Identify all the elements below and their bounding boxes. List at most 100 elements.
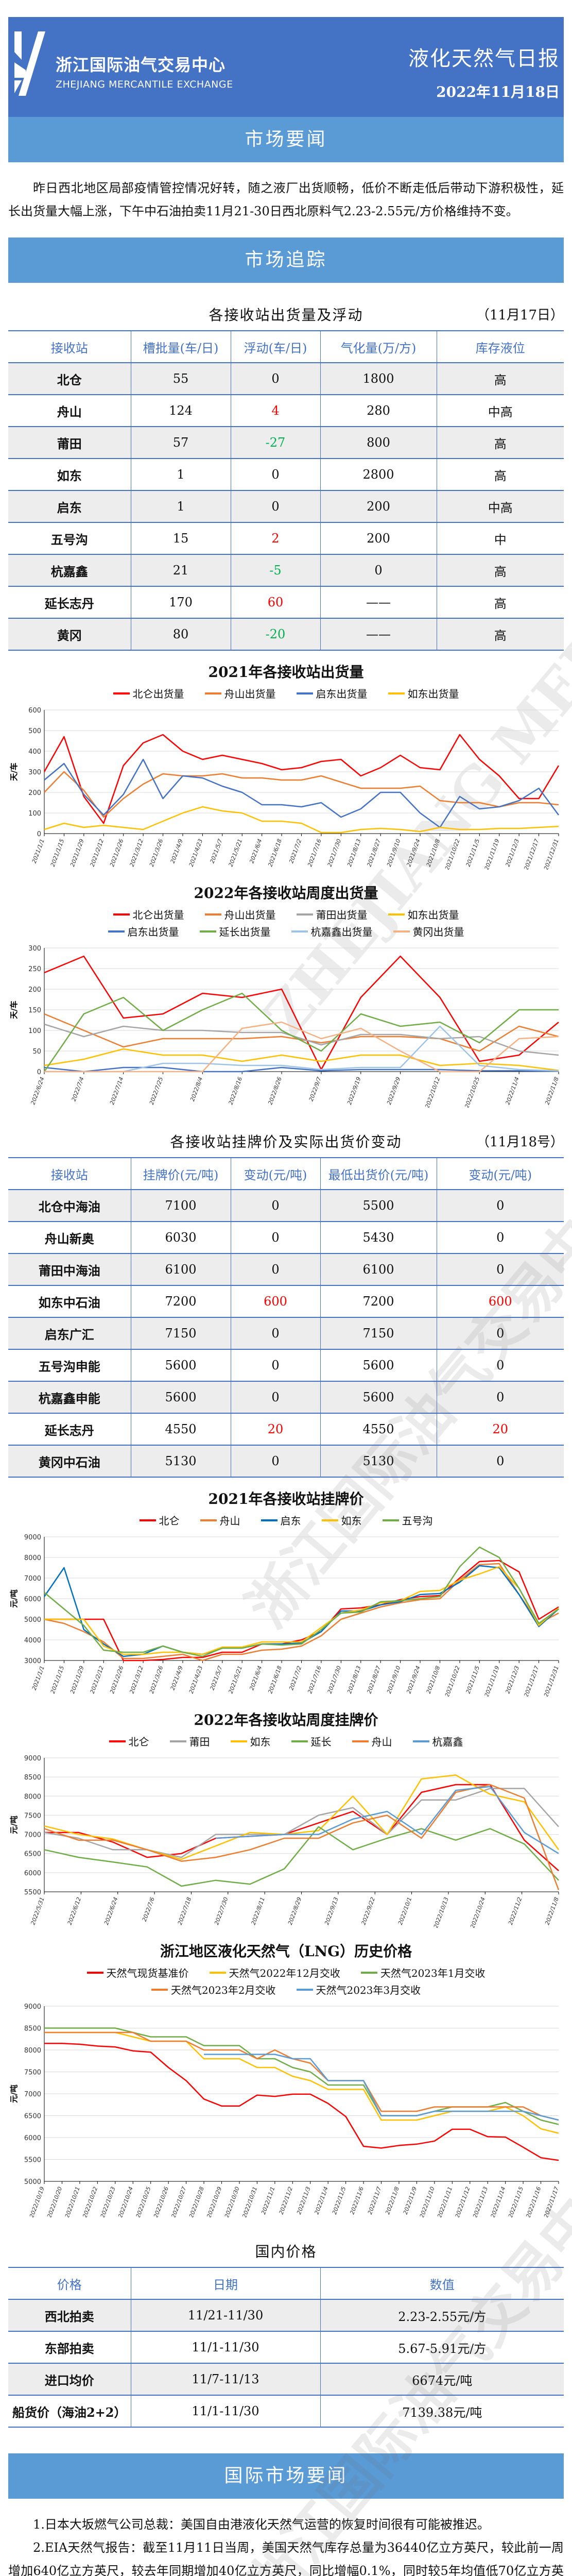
- legend-item: 天然气2023年3月交收: [296, 1982, 421, 1997]
- lowest-price: 5130: [320, 1445, 437, 1478]
- price-table-title: 各接收站挂牌价及实际出货价变动 （11月18号）: [8, 1130, 564, 1154]
- inventory-level: 高: [436, 586, 564, 619]
- legend-swatch-icon: [199, 930, 216, 933]
- svg-text:2022/10/27: 2022/10/27: [170, 2186, 188, 2217]
- table-row: 西北拍卖 11/21-11/30 2.23-2.55元/方: [8, 2299, 564, 2332]
- svg-text:2021/12/3: 2021/12/3: [504, 1665, 521, 1694]
- svg-text:2021/4/23: 2021/4/23: [188, 1665, 204, 1694]
- chart-title: 浙江地区液化天然气（LNG）历史价格: [160, 1943, 412, 1960]
- intl-news-item: 2.EIA天然气报告：截至11月11日当周，美国天然气库存总量为36440亿立方…: [8, 2540, 564, 2576]
- listing-change: 0: [230, 1317, 320, 1350]
- batch-count: 124: [130, 395, 231, 427]
- legend-swatch-icon: [296, 1988, 313, 1991]
- table-row: 五号沟申能 5600 0 5600 0: [8, 1349, 564, 1382]
- lowest-price: 4550: [320, 1413, 437, 1446]
- station-name: 五号沟: [8, 522, 131, 555]
- listing-price: 6030: [130, 1222, 231, 1254]
- svg-text:2022/11/12: 2022/11/12: [454, 2186, 472, 2217]
- legend-swatch-icon: [151, 1988, 168, 1991]
- svg-text:2021/2/12: 2021/2/12: [89, 838, 106, 868]
- legend-item: 北仑出货量: [113, 907, 184, 922]
- lowest-change: 20: [436, 1413, 564, 1446]
- table-row: 延长志丹 170 60 —— 高: [8, 586, 564, 619]
- exchange-logo-icon: [14, 31, 45, 96]
- legend-swatch-icon: [291, 930, 308, 933]
- table-row: 东部拍卖 11/1-11/30 5.67-5.91元/方: [8, 2331, 564, 2364]
- legend-label: 天然气2023年1月交收: [380, 1967, 486, 1979]
- svg-text:2021/1/1: 2021/1/1: [31, 1665, 46, 1691]
- svg-text:2021/8/13: 2021/8/13: [346, 838, 362, 868]
- batch-count: 80: [130, 618, 231, 651]
- inventory-level: 中高: [436, 395, 564, 427]
- inventory-level: 高: [436, 554, 564, 587]
- station-name: 舟山: [8, 395, 131, 427]
- legend-label: 天然气2022年12月交收: [229, 1967, 340, 1979]
- report-header: 浙江国际油气交易中心 ZHEJIANG MERCANTILE EXCHANGE …: [8, 17, 564, 117]
- price-name: 东部拍卖: [8, 2331, 131, 2364]
- inventory-level: 高: [436, 427, 564, 459]
- listing-change: 0: [230, 1445, 320, 1478]
- station-name: 北仓中海油: [8, 1190, 131, 1222]
- svg-text:2021/2/12: 2021/2/12: [89, 1665, 106, 1694]
- svg-text:2022/11/10: 2022/11/10: [419, 2186, 436, 2217]
- svg-text:2022/6/24: 2022/6/24: [29, 1076, 46, 1106]
- svg-text:2022/11/8: 2022/11/8: [544, 1076, 560, 1106]
- svg-text:2022/11/9: 2022/11/9: [402, 2186, 419, 2215]
- svg-text:2022/10/13: 2022/10/13: [432, 1896, 450, 1928]
- gasification: ——: [320, 618, 437, 651]
- legend-swatch-icon: [412, 1740, 429, 1742]
- svg-text:2021/6/18: 2021/6/18: [267, 838, 283, 868]
- svg-text:2022/9/13: 2022/9/13: [323, 1896, 340, 1926]
- svg-text:3000: 3000: [24, 1657, 41, 1665]
- lowest-price: 5430: [320, 1222, 437, 1254]
- batch-change: -5: [230, 554, 320, 587]
- svg-text:2021/3/26: 2021/3/26: [148, 838, 165, 868]
- svg-text:2021/1/1: 2021/1/1: [31, 838, 46, 865]
- batch-change: 2: [230, 522, 320, 555]
- svg-text:8000: 8000: [24, 1793, 41, 1801]
- gasification: 0: [320, 554, 437, 587]
- chart-plot: 0 50 100 150 200 250 300 天/车 2022/6/24 2022/7/4 20…: [9, 945, 560, 1109]
- chart-legend: 北仑 舟山 启东 如东 五号沟: [8, 1513, 564, 1528]
- svg-text:2021/10/8: 2021/10/8: [425, 838, 442, 868]
- svg-text:2021/8/13: 2021/8/13: [346, 1665, 362, 1694]
- station-name: 启东广汇: [8, 1317, 131, 1350]
- svg-text:8000: 8000: [24, 1554, 41, 1562]
- chart-legend: 北仑出货量 舟山出货量 启东出货量 如东出货量: [8, 686, 564, 701]
- svg-text:2021/7/2: 2021/7/2: [288, 838, 303, 865]
- svg-text:2021/5/7: 2021/5/7: [209, 1665, 224, 1691]
- svg-text:2021/3/12: 2021/3/12: [128, 1665, 145, 1694]
- batch-count: 21: [130, 554, 231, 587]
- svg-text:2022/10/26: 2022/10/26: [152, 2186, 170, 2217]
- svg-text:2021/5/21: 2021/5/21: [228, 838, 244, 868]
- svg-text:2021/4/23: 2021/4/23: [188, 838, 204, 868]
- legend-swatch-icon: [291, 1740, 308, 1742]
- gasification: 280: [320, 395, 437, 427]
- station-name: 北仓: [8, 363, 131, 395]
- lowest-price: 7200: [320, 1285, 437, 1318]
- legend-item: 天然气2023年1月交收: [360, 1965, 486, 1980]
- svg-text:200: 200: [28, 789, 41, 797]
- price-name: 船货价（海油2+2）: [8, 2395, 131, 2428]
- legend-swatch-icon: [261, 1519, 278, 1521]
- legend-label: 天然气2023年2月交收: [170, 1984, 276, 1996]
- legend-label: 延长: [310, 1736, 332, 1748]
- svg-text:600: 600: [28, 707, 41, 715]
- svg-text:2022/7/30: 2022/7/30: [213, 1896, 230, 1926]
- legend-item: 北仑: [139, 1513, 180, 1528]
- svg-text:2022/11/15: 2022/11/15: [507, 2186, 525, 2217]
- svg-text:5500: 5500: [24, 2157, 41, 2164]
- svg-text:2022/10/21: 2022/10/21: [64, 2186, 81, 2217]
- col-header: 日期: [130, 2267, 320, 2300]
- table-row: 莆田 57 -27 800 高: [8, 427, 564, 459]
- market-news-text: 昨日西北地区局部疫情管控情况好转，随之液厂出货顺畅，低价不断走低后带动下游积极性…: [8, 181, 564, 218]
- lowest-price: 5600: [320, 1349, 437, 1382]
- svg-text:2021/9/24: 2021/9/24: [405, 838, 422, 868]
- chart-title: 2021年各接收站挂牌价: [208, 1490, 364, 1507]
- svg-text:2021/6/18: 2021/6/18: [267, 1665, 283, 1694]
- batch-count: 170: [130, 586, 231, 619]
- svg-text:2022/9/22: 2022/9/22: [360, 1896, 377, 1926]
- domestic-price-table: 价格 日期 数值 西北拍卖 11/21-11/30 2.23-2.55元/方 东部拍卖…: [8, 2267, 564, 2428]
- svg-text:7000: 7000: [24, 1575, 41, 1583]
- svg-text:2022/11/2: 2022/11/2: [507, 1896, 524, 1926]
